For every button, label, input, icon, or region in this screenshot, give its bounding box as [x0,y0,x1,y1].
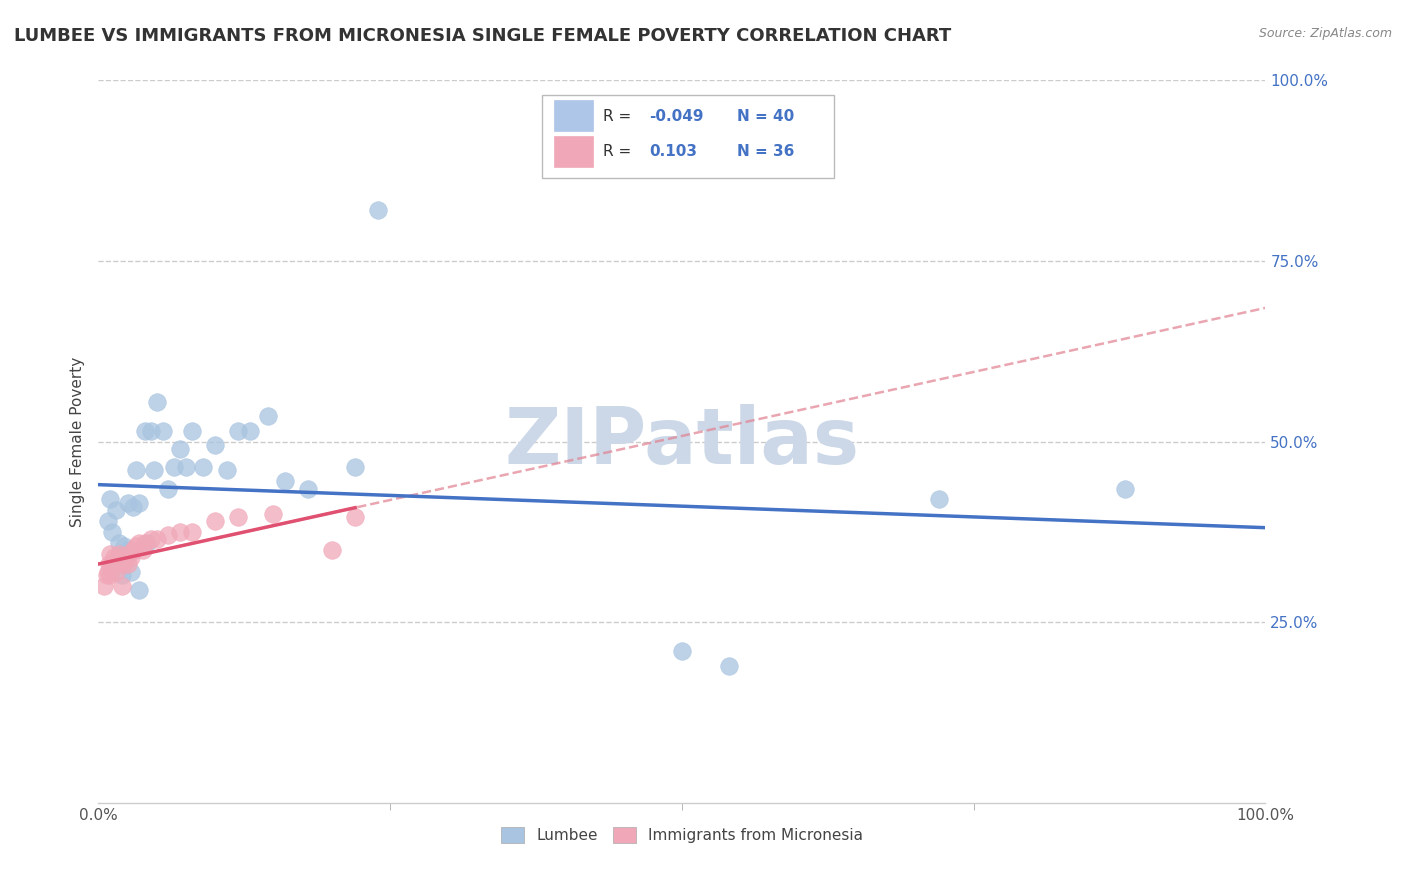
Point [180,524,202,539]
Point [103,550,125,565]
Point [125,463,148,477]
Point [132,542,155,557]
Point [180,424,202,438]
Point [262,507,284,521]
Point [93,579,115,593]
Point [321,542,343,557]
Point [111,568,134,582]
Point [228,510,250,524]
Point [204,438,226,452]
Point [157,528,180,542]
Point [117,542,139,557]
Point [169,442,191,456]
Point [101,524,124,539]
Point [98,568,121,582]
Point [98,547,121,561]
Point [122,542,145,557]
Point [117,558,139,572]
Text: N = 36: N = 36 [737,144,794,159]
Text: ZIPatlas: ZIPatlas [505,403,859,480]
Point [717,658,740,673]
Point [105,558,128,572]
FancyBboxPatch shape [554,100,593,131]
Text: Source: ZipAtlas.com: Source: ZipAtlas.com [1258,27,1392,40]
Y-axis label: Single Female Poverty: Single Female Poverty [69,357,84,526]
Point [114,550,136,565]
Point [367,203,389,218]
Point [128,496,150,510]
Point [96,568,118,582]
Point [107,550,129,565]
Point [139,424,162,438]
Point [344,459,367,474]
Text: -0.049: -0.049 [650,109,704,124]
Point [146,532,169,546]
Point [104,503,127,517]
FancyBboxPatch shape [554,136,593,167]
Point [100,561,122,575]
Point [297,482,319,496]
Point [274,475,297,489]
Text: R =: R = [603,109,636,124]
Point [98,492,121,507]
Point [125,539,148,553]
Point [193,459,215,474]
Point [122,500,145,514]
Text: R =: R = [603,144,641,159]
Point [139,532,162,546]
Point [112,558,135,572]
Point [128,535,150,549]
Point [136,535,159,549]
Point [134,424,156,438]
Point [1114,482,1136,496]
Legend: Lumbee, Immigrants from Micronesia: Lumbee, Immigrants from Micronesia [495,822,869,849]
Point [120,565,142,579]
Point [111,579,134,593]
Point [120,550,142,565]
Point [215,463,238,477]
Point [104,558,127,572]
Point [128,582,150,597]
Point [239,424,262,438]
Point [169,524,191,539]
FancyBboxPatch shape [541,95,834,178]
Point [163,459,186,474]
Point [146,394,169,409]
Point [344,510,367,524]
Point [671,644,693,658]
Point [152,424,174,438]
Point [97,565,120,579]
Point [97,558,120,572]
Text: 0.103: 0.103 [650,144,697,159]
Point [101,558,124,572]
Point [104,554,127,568]
Point [157,482,180,496]
Point [928,492,950,507]
Point [174,459,197,474]
Point [111,554,134,568]
Point [228,424,250,438]
Point [108,535,131,549]
Text: LUMBEE VS IMMIGRANTS FROM MICRONESIA SINGLE FEMALE POVERTY CORRELATION CHART: LUMBEE VS IMMIGRANTS FROM MICRONESIA SIN… [14,27,952,45]
Point [118,547,141,561]
Point [112,539,135,553]
Text: N = 40: N = 40 [737,109,794,124]
Point [204,514,226,528]
Point [104,565,127,579]
Point [108,547,131,561]
Point [256,409,278,424]
Point [117,496,139,510]
Point [97,514,120,528]
Point [134,535,156,549]
Point [143,463,166,477]
